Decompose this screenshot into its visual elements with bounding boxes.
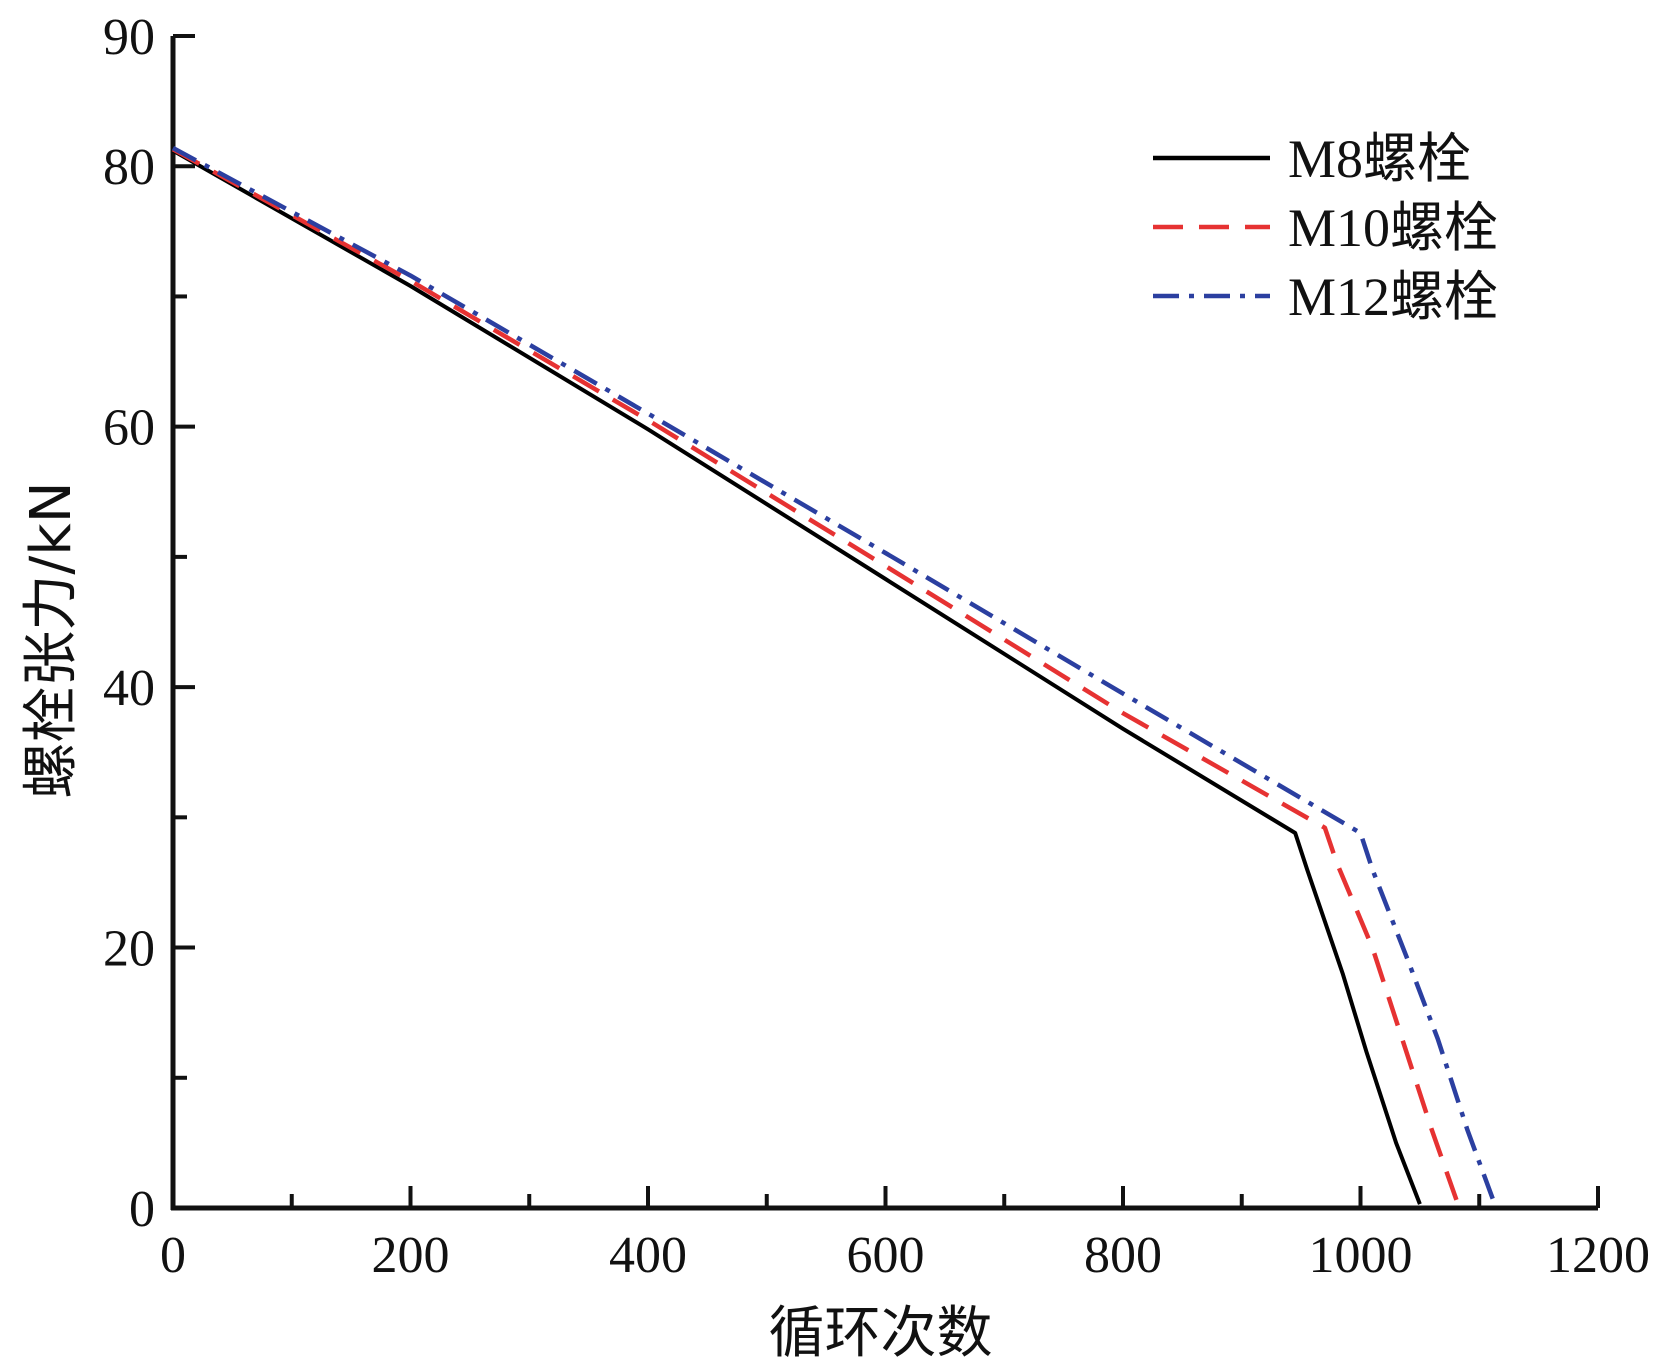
y-tick-label: 60 xyxy=(103,400,155,457)
series-line-1 xyxy=(171,147,1461,1205)
legend-item-m8: M8螺栓 xyxy=(1153,129,1471,189)
x-tick-label: 400 xyxy=(609,1227,687,1284)
y-tick-label: 0 xyxy=(129,1181,155,1238)
plot-area xyxy=(171,146,1497,1205)
legend-label-m10: M10螺栓 xyxy=(1288,198,1498,258)
x-tick-label: 600 xyxy=(847,1227,925,1284)
legend: M8螺栓 M10螺栓 M12螺栓 xyxy=(1153,129,1498,327)
y-tick-label: 20 xyxy=(103,921,155,978)
y-axis-title: 螺栓张力/kN xyxy=(19,481,84,798)
x-axis-title: 循环次数 xyxy=(769,1301,993,1366)
legend-label-m12: M12螺栓 xyxy=(1288,267,1498,327)
axis-ticks: 0 200 400 600 800 1000 1200 0 20 40 60 80 90 xyxy=(103,9,1650,1284)
x-tick-label: 200 xyxy=(372,1227,450,1284)
series-line-0 xyxy=(172,148,1422,1205)
y-tick-label: 90 xyxy=(103,9,155,66)
x-tick-label: 1200 xyxy=(1546,1227,1650,1284)
legend-label-m8: M8螺栓 xyxy=(1288,129,1471,189)
y-tick-label: 40 xyxy=(103,660,155,717)
legend-item-m10: M10螺栓 xyxy=(1153,198,1498,258)
legend-item-m12: M12螺栓 xyxy=(1153,267,1498,327)
x-tick-label: 0 xyxy=(160,1227,186,1284)
y-tick-label: 80 xyxy=(103,139,155,196)
x-tick-label: 800 xyxy=(1084,1227,1162,1284)
x-tick-label: 1000 xyxy=(1309,1227,1413,1284)
